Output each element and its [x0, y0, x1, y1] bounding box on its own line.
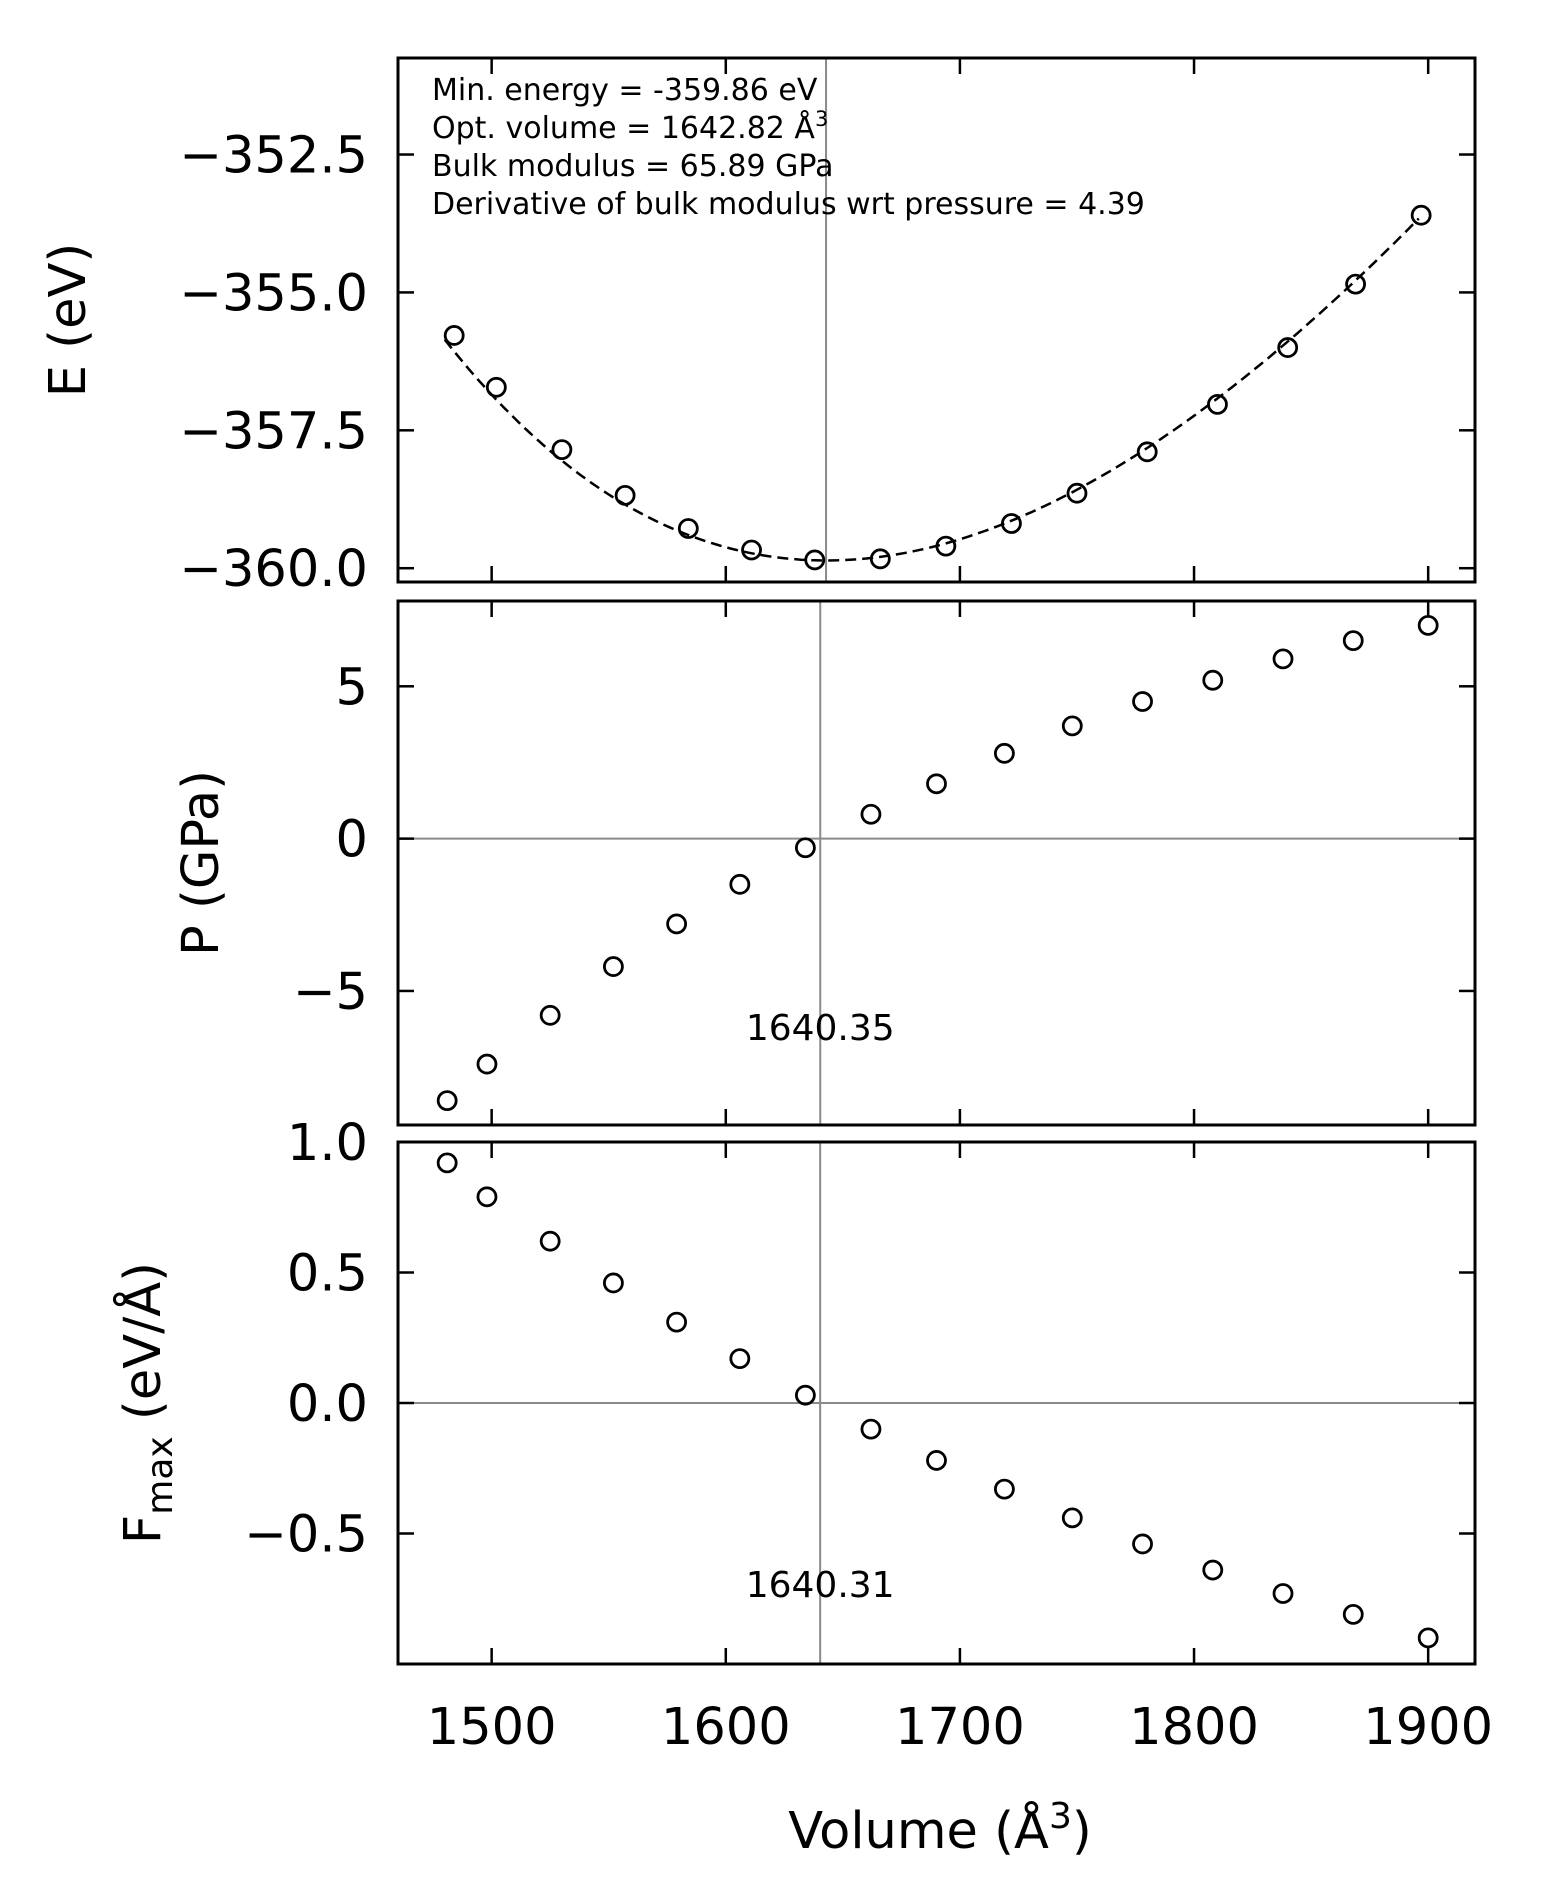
energy-y-tick-label: −355.0 — [179, 264, 368, 323]
energy-y-tick-label: −352.5 — [179, 127, 368, 186]
pressure-data-point — [993, 742, 1015, 764]
energy-data-point — [443, 325, 465, 346]
force-data-point — [993, 1478, 1015, 1500]
pressure-data-point — [794, 837, 816, 859]
energy-data-point — [551, 439, 573, 461]
force-data-point — [1342, 1604, 1364, 1625]
panel-force: 1500 1600 1700 1800 1900 1.0 0.5 0.0 −0.5 Fmax (e… — [111, 1114, 1493, 1757]
energy-data-point — [614, 485, 636, 506]
pressure-data-point — [729, 873, 751, 895]
energy-data-point — [1345, 273, 1366, 295]
fit-annotation-text: Bulk modulus = 65.89 GPa — [432, 149, 833, 184]
fit-annotation: Derivative of bulk modulus wrt pressure … — [432, 187, 1145, 222]
pressure-data-point — [539, 1004, 561, 1026]
force-data-point — [860, 1418, 882, 1440]
energy-data-point — [1136, 441, 1158, 463]
pressure-data-point — [603, 956, 624, 977]
energy-y-tick-label: −357.5 — [179, 402, 368, 461]
energy-data-point — [677, 518, 699, 539]
force-y-tick-label: 1.0 — [287, 1114, 368, 1173]
pressure-y-tick-label: −5 — [293, 963, 368, 1022]
energy-axes-frame — [396, 56, 1477, 584]
panel-pressure: 5 0 −5 P (GPa) 1640.35 — [172, 599, 1477, 1127]
pressure-data-point — [860, 803, 882, 825]
x-tick-label: 1900 — [1363, 1698, 1493, 1757]
x-tick-label: 1800 — [1129, 1698, 1259, 1757]
pressure-crossing-annotation: 1640.35 — [746, 1008, 895, 1049]
pressure-data-point — [926, 773, 947, 795]
force-data-point — [926, 1450, 947, 1471]
force-data-point — [729, 1348, 751, 1370]
fit-annotation-superscript: 3 — [815, 107, 828, 131]
force-data-point — [794, 1384, 816, 1406]
energy-data-point — [741, 539, 762, 561]
force-data-point — [539, 1230, 561, 1252]
energy-y-tick-label: −360.0 — [179, 540, 368, 599]
energy-data-point — [869, 548, 891, 570]
x-axis-label: Volume (Å3) — [788, 1796, 1092, 1861]
fit-annotation-text: Derivative of bulk modulus wrt pressure … — [432, 187, 1145, 222]
energy-data-point — [935, 535, 957, 557]
force-y-tick-label: −0.5 — [244, 1506, 368, 1565]
force-data-point — [1272, 1583, 1294, 1604]
energy-data-point — [1277, 337, 1299, 358]
force-data-point — [436, 1152, 458, 1174]
y-label-main: F — [114, 1515, 173, 1544]
pressure-axes-frame — [396, 599, 1477, 1127]
energy-y-axis-label: E (eV) — [39, 243, 98, 398]
fit-annotation-text: Opt. volume = 1642.82 Å — [432, 110, 815, 146]
energy-data-point — [1001, 513, 1022, 534]
pressure-data-point — [666, 913, 688, 935]
force-data-point — [476, 1186, 498, 1208]
eos-fit-curve — [443, 217, 1420, 562]
force-y-tick-label: 0.0 — [287, 1375, 368, 1434]
fit-annotation: Bulk modulus = 65.89 GPa — [432, 149, 833, 184]
force-crossing-annotation: 1640.31 — [746, 1565, 895, 1606]
x-tick-label: 1600 — [661, 1698, 791, 1757]
force-y-axis-label: Fmax (eV/Å) — [111, 1262, 181, 1544]
pressure-data-point — [1342, 630, 1364, 652]
force-axes-frame — [396, 1140, 1477, 1666]
energy-data-point — [1410, 204, 1432, 226]
pressure-y-tick-label: 5 — [336, 658, 368, 717]
pressure-y-axis-label: P (GPa) — [172, 770, 231, 956]
x-tick-label: 1500 — [427, 1698, 557, 1757]
x-tick-label: 1700 — [895, 1698, 1025, 1757]
pressure-data-point — [436, 1090, 458, 1112]
energy-data-point — [485, 376, 507, 398]
fit-annotation: Min. energy = -359.86 eV — [432, 73, 818, 108]
force-data-point — [1061, 1507, 1083, 1529]
force-y-tick-label: 0.5 — [287, 1245, 368, 1304]
fit-annotation-text: Min. energy = -359.86 eV — [432, 73, 818, 108]
energy-data-point — [804, 549, 826, 571]
y-label-units: (eV/Å) — [111, 1262, 173, 1436]
panel-energy: −352.5 −355.0 −357.5 −360.0 E (eV) Min. energ… — [39, 56, 1477, 599]
force-data-point — [1417, 1627, 1439, 1649]
force-data-point — [1202, 1559, 1224, 1581]
fit-annotation: Opt. volume = 1642.82 Å3 — [432, 107, 828, 146]
pressure-data-point — [1202, 669, 1224, 691]
pressure-data-point — [476, 1053, 498, 1075]
pressure-y-tick-label: 0 — [336, 811, 368, 870]
pressure-data-point — [1132, 691, 1153, 712]
pressure-data-point — [1417, 614, 1439, 636]
force-data-point — [1132, 1533, 1153, 1555]
energy-data-point — [1207, 393, 1228, 415]
force-data-point — [603, 1272, 624, 1294]
force-data-point — [666, 1311, 688, 1333]
pressure-data-point — [1061, 715, 1083, 737]
energy-data-point — [1066, 482, 1088, 504]
y-label-subscript: max — [140, 1436, 181, 1514]
pressure-data-point — [1272, 648, 1294, 670]
